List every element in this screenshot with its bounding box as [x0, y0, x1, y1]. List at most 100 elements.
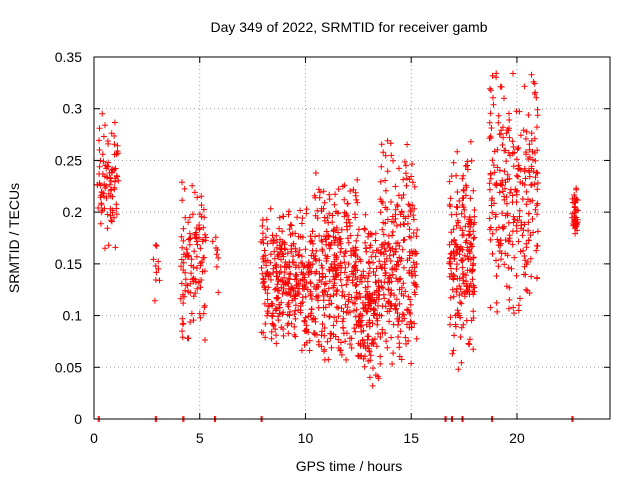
data-point	[179, 179, 185, 186]
data-point	[331, 314, 338, 321]
data-point	[411, 183, 418, 190]
data-point	[315, 186, 322, 193]
data-point	[108, 178, 114, 184]
data-point	[468, 219, 475, 226]
data-point	[109, 193, 116, 200]
data-point	[182, 276, 189, 283]
data-point	[488, 87, 494, 94]
data-point	[494, 308, 501, 315]
data-point	[185, 219, 192, 226]
data-point	[212, 234, 219, 241]
data-point	[202, 231, 208, 238]
data-point	[362, 211, 369, 218]
data-point	[494, 146, 501, 153]
data-point	[531, 80, 538, 87]
data-point	[455, 312, 462, 319]
data-point	[511, 254, 518, 261]
data-point	[406, 249, 413, 255]
data-point	[379, 303, 386, 310]
data-point	[515, 173, 521, 180]
data-point	[573, 186, 580, 193]
data-point	[327, 241, 334, 248]
data-point	[571, 199, 578, 206]
data-point	[454, 189, 461, 195]
data-point	[264, 308, 271, 315]
data-point	[282, 289, 289, 296]
data-point	[150, 256, 157, 263]
data-point	[500, 134, 507, 141]
data-point	[196, 310, 203, 317]
data-point	[182, 269, 189, 276]
data-point	[402, 288, 409, 295]
data-point	[293, 282, 300, 288]
data-point	[496, 189, 503, 196]
data-point	[350, 245, 356, 252]
data-point	[326, 313, 333, 320]
data-point	[261, 278, 268, 285]
data-point	[404, 321, 410, 328]
y-tick-label: 0.3	[63, 101, 83, 117]
data-point	[486, 119, 493, 126]
data-point	[389, 271, 396, 278]
data-point	[155, 258, 162, 265]
data-point	[316, 277, 323, 284]
data-point	[193, 265, 200, 272]
data-point	[364, 278, 371, 285]
data-point	[469, 268, 476, 275]
data-point	[486, 186, 493, 193]
data-point	[465, 255, 472, 262]
data-point	[513, 156, 520, 163]
data-point	[280, 213, 287, 220]
data-point	[571, 209, 578, 216]
data-point	[529, 181, 535, 188]
data-point	[400, 176, 407, 183]
axis-ticks: 0 0.05 0.1 0.15 0.2 0.25 0.3 0.35 0 5 10 15 20	[55, 49, 610, 446]
data-point	[309, 228, 316, 235]
y-tick-label: 0.15	[55, 256, 82, 272]
data-point	[370, 259, 376, 266]
data-point	[96, 163, 103, 170]
data-point	[372, 237, 379, 244]
data-point	[362, 284, 369, 291]
data-point	[388, 334, 395, 341]
data-point	[489, 250, 496, 257]
data-point	[366, 348, 373, 355]
x-tick-label: 10	[298, 430, 314, 446]
data-point	[335, 186, 342, 193]
data-point	[394, 201, 401, 208]
data-point	[385, 286, 392, 293]
data-point	[335, 304, 342, 311]
data-point	[286, 263, 293, 270]
data-point	[498, 240, 504, 247]
data-point	[528, 182, 534, 189]
data-point	[153, 269, 160, 276]
data-point	[514, 217, 521, 224]
data-point	[400, 311, 407, 318]
data-point	[331, 237, 338, 244]
data-point	[281, 274, 287, 281]
data-point	[446, 178, 453, 185]
data-point	[339, 292, 345, 299]
data-point	[258, 264, 265, 271]
data-point	[152, 263, 159, 269]
data-point	[342, 250, 349, 256]
data-point	[309, 238, 315, 244]
data-point	[152, 242, 159, 248]
data-point	[281, 241, 288, 248]
data-point	[305, 269, 312, 276]
data-point	[384, 279, 391, 286]
data-point	[213, 263, 220, 270]
data-point	[321, 348, 327, 355]
data-point	[178, 280, 185, 287]
data-point	[470, 346, 477, 353]
data-point	[319, 238, 326, 245]
data-point	[292, 307, 299, 314]
data-point	[213, 245, 219, 251]
data-point	[111, 141, 118, 148]
data-point	[397, 328, 404, 335]
data-point	[412, 291, 419, 298]
data-point	[198, 193, 205, 200]
data-point	[403, 340, 409, 347]
data-point	[268, 328, 275, 335]
data-point	[385, 300, 392, 307]
